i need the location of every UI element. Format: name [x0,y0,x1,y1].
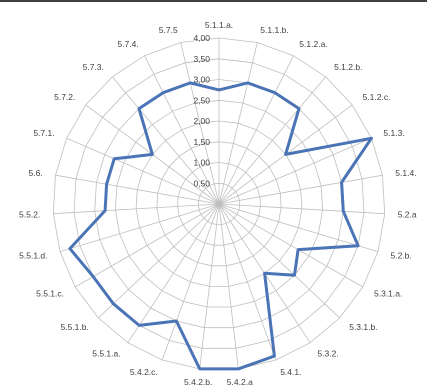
tick-label: 3,00 [193,75,210,85]
spoke-2 [218,55,294,205]
grid-ring-3 [156,141,282,267]
category-label: 5.3.1.b. [349,322,377,332]
spoke-6 [218,174,383,205]
category-label: 5.1.4. [395,168,416,178]
category-label: 5.2.b. [391,250,412,260]
spoke-17 [98,203,220,319]
series [68,81,373,371]
category-label: 5.5.1.a. [92,349,120,359]
category-label: 5.5.1.c. [36,289,64,299]
category-label: 5.1.3. [383,128,404,138]
spoke-22 [66,137,220,205]
spoke-8 [218,203,379,252]
category-label: 5.2.a [398,209,417,219]
category-label: 5.5.2. [19,209,40,219]
category-label: 5.1.2.a. [299,39,327,49]
spoke-14 [199,203,220,369]
tick-label: 1,00 [193,158,210,168]
spoke-16 [127,203,220,343]
spoke-25 [144,55,220,205]
category-label: 5.3.2. [317,349,338,359]
spoke-19 [59,203,220,252]
tick-label: 4,00 [193,33,210,43]
spoke-12 [218,203,277,361]
category-label: 5.4.1. [280,367,301,377]
spoke-18 [75,203,220,288]
category-label: 5.7.2. [54,92,75,102]
category-label: 5.3.1.a. [374,289,402,299]
spoke-7 [218,203,385,215]
spoke-10 [218,203,340,319]
spokes [53,38,385,369]
grid-ring-5 [114,99,324,308]
tick-label: 2,00 [193,116,210,126]
spoke-15 [161,203,220,361]
category-label: 5.5.1.d. [19,250,47,260]
grid-ring-6 [94,79,344,329]
tick-label: 1,50 [193,137,210,147]
spoke-20 [53,203,220,215]
category-label: 5.4.2.c. [130,367,158,377]
spoke-1 [218,42,258,205]
spoke-21 [55,174,220,205]
spoke-26 [180,42,220,205]
tick-labels: 0,50 1,00 1,50 2,00 2,50 3,00 3,50 4,00 [193,33,210,188]
category-labels: 5.1.1.a. 5.1.1.b. 5.1.2.a. 5.1.2.b. 5.1.2.c.… [19,20,417,387]
category-label: 5.7.3. [83,62,104,72]
spoke-5 [218,137,372,205]
grid-ring-4 [135,120,303,287]
grid-ring-2 [177,162,261,246]
spoke-24 [111,76,220,205]
category-label: 5.1.1.b. [260,25,288,35]
spoke-3 [218,76,327,205]
category-label: 5.4.2.b. [184,377,212,387]
tick-label: 0,50 [193,178,210,188]
category-label: 5.1.1.a. [205,20,233,30]
grid-ring-7 [73,58,365,349]
series-line-0 [68,81,373,371]
spoke-9 [218,203,363,288]
category-label: 5.7.4. [117,39,138,49]
category-label: 5.1.2.c. [363,92,391,102]
category-label: 5.4.2.a [227,377,253,387]
spoke-13 [218,203,239,369]
grid-ring-1 [197,182,241,226]
tick-label: 3,50 [193,54,210,64]
category-label: 5.7.5 [159,25,178,35]
category-label: 5.5.1.b. [60,322,88,332]
category-label: 5.7.1. [33,128,54,138]
tick-label: 2,50 [193,95,210,105]
category-label: 5.1.2.b. [334,62,362,72]
category-label: 5.6. [29,168,43,178]
